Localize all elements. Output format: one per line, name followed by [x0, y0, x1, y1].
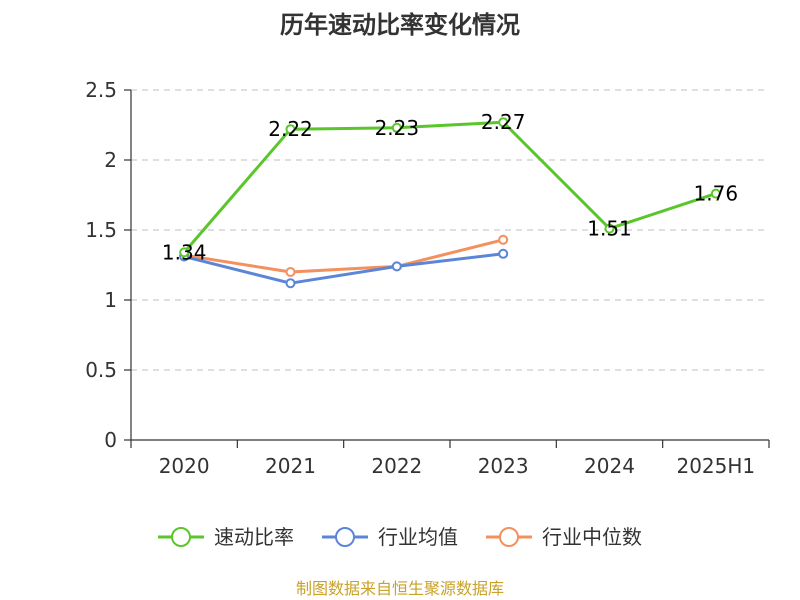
x-tick-label: 2020 — [159, 454, 210, 478]
grid-lines — [131, 89, 769, 371]
legend-label: 行业中位数 — [542, 525, 642, 549]
y-tick-label: 2.5 — [85, 78, 117, 102]
y-tick-label: 2 — [104, 148, 117, 172]
x-tick-label: 2025H1 — [676, 454, 755, 478]
series-lines — [179, 117, 721, 289]
legend-marker — [171, 527, 191, 547]
data-point — [285, 267, 296, 277]
legend-label: 行业均值 — [378, 525, 458, 549]
y-tick-label: 0.5 — [85, 358, 117, 382]
legend-item[interactable]: 速动比率 — [158, 525, 294, 549]
data-point — [179, 247, 190, 258]
legend-marker — [499, 527, 519, 547]
legend-marker — [335, 527, 355, 547]
data-point — [498, 248, 509, 259]
legend-item[interactable]: 行业中位数 — [486, 525, 642, 549]
y-tick-label: 0 — [104, 428, 117, 452]
data-label: 1.51 — [587, 217, 632, 241]
data-point — [498, 234, 509, 245]
data-label: 1.76 — [694, 182, 739, 206]
axes: 0 0.5 1 1.5 2 2.5 2020 2021 2022 2023 2024 2025H1 — [85, 78, 770, 478]
legend-label: 速动比率 — [214, 525, 294, 549]
data-point — [604, 223, 615, 234]
data-point — [285, 278, 296, 289]
data-point — [391, 261, 402, 272]
data-point — [710, 188, 721, 199]
legend-item[interactable]: 行业均值 — [322, 525, 458, 549]
data-label: 1.34 — [162, 240, 207, 264]
data-point — [285, 124, 296, 135]
y-tick-label: 1.5 — [85, 218, 117, 242]
data-label: 2.22 — [268, 117, 313, 141]
series-line — [182, 120, 718, 254]
x-tick-label: 2021 — [265, 454, 316, 478]
data-label: 2.27 — [481, 110, 526, 134]
x-tick-label: 2024 — [584, 454, 635, 478]
data-point — [498, 117, 509, 128]
x-tick-label: 2022 — [371, 454, 422, 478]
chart-title: 历年速动比率变化情况 — [280, 11, 520, 39]
series-line — [182, 238, 505, 274]
legend: 速动比率 行业均值 行业中位数 — [158, 525, 642, 549]
data-label: 2.23 — [375, 116, 420, 140]
source-note: 制图数据来自恒生聚源数据库 — [296, 579, 504, 598]
data-labels: 1.34 2.22 2.23 2.27 1.51 1.76 — [162, 110, 738, 264]
data-point — [391, 122, 402, 133]
y-tick-label: 1 — [104, 288, 117, 312]
series-line — [182, 252, 505, 285]
x-tick-label: 2023 — [478, 454, 529, 478]
